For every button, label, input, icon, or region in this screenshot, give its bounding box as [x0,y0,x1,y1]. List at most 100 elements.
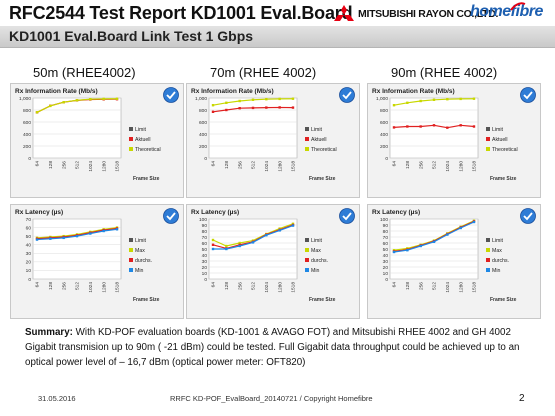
y-tick-label: 50 [383,247,389,253]
data-point [406,249,409,252]
y-tick-label: 0 [28,277,31,283]
chart-svg: Rx Information Rate (Mb/s) 0 200 400 600 800 1… [191,87,355,182]
legend-label: Aktuell [311,137,327,143]
legend-label: Max [135,248,145,254]
data-point [392,250,396,254]
y-tick-label: 70 [383,235,389,241]
y-tick-label: 200 [380,144,388,150]
data-point [265,106,268,109]
summary-text: With KD-POF evaluation boards (KD-1001 &… [25,327,520,368]
data-point [472,220,476,224]
footer-copyright: RRFC KD-POF_EvalBoard_20140721 / Copyrig… [170,394,373,403]
data-point [211,110,215,113]
y-tick-label: 0 [204,277,207,283]
legend-label: Min [492,268,500,274]
data-point [225,101,228,104]
data-point [419,244,422,248]
y-tick-label: 60 [383,241,389,247]
data-point [225,108,228,112]
data-point [238,244,241,248]
x-tick-label: 512 [432,282,438,290]
data-point [392,104,396,107]
legend-label: Aktuell [492,137,508,143]
page-number: 2 [519,393,525,404]
legend-label: Limit [492,127,504,133]
chart-title: Rx Latency (µs) [372,209,420,216]
x-tick-label: 1024 [445,282,451,293]
legend-swatch [305,238,309,242]
homefibre-swoosh-icon [510,2,526,11]
data-point [472,97,476,100]
y-tick-label: 20 [383,265,389,271]
chart-title: Rx Latency (µs) [15,209,63,216]
status-check [342,212,352,221]
data-point [238,107,241,110]
plot-area [32,218,122,280]
legend-label: Limit [492,238,504,244]
legend-swatch [305,127,309,131]
y-tick-label: 70 [202,235,208,241]
x-axis-label: Frame Size [133,176,160,182]
data-point [62,101,65,104]
status-check [166,91,176,100]
legend-label: Min [311,268,319,274]
data-point [211,247,215,251]
x-tick-label: 256 [61,161,67,169]
chart-title: Rx Information Rate (Mb/s) [372,88,455,95]
status-circle [339,208,355,224]
plot-area [32,97,122,159]
legend-swatch [486,238,490,242]
x-tick-label: 1518 [115,282,121,293]
column-label-70m: 70m (RHEE 4002) [210,65,317,80]
legend-swatch [486,127,490,131]
data-point [251,98,255,101]
y-tick-label: 10 [202,271,208,277]
status-ok-icon [339,208,355,224]
legend-label: Limit [311,238,323,244]
data-point [35,111,39,114]
legend-swatch [129,248,133,252]
legend-label: durchs. [492,258,509,264]
data-point [49,237,52,240]
data-point [278,227,281,230]
legend-label: Max [492,248,502,254]
legend-swatch [486,248,490,252]
x-tick-label: 1518 [115,161,121,172]
y-tick-label: 90 [202,223,208,229]
status-ok-icon [520,208,536,224]
data-point [238,241,241,245]
data-point [392,249,396,252]
status-circle [163,208,179,224]
data-point [278,106,281,109]
legend-swatch [129,238,133,242]
x-tick-label: 512 [432,161,438,169]
y-tick-label: 600 [380,120,388,126]
x-tick-label: 256 [418,282,424,290]
y-tick-label: 30 [26,251,32,257]
y-tick-label: 0 [385,156,388,162]
footer-date: 31.05.2016 [38,394,76,403]
legend-label: Theoretical [135,147,161,153]
legend-swatch [305,268,309,272]
y-tick-label: 30 [202,259,208,265]
y-tick-label: 10 [26,268,32,274]
data-point [291,106,295,109]
header-bar: RFC2544 Test Report KD1001 Eval.Board MI… [0,0,555,26]
data-point [35,238,39,241]
mitsubishi-logo: MITSUBISHI RAYON CO.,LTD. [334,5,498,23]
data-point [419,125,422,128]
y-tick-label: 100 [199,217,207,223]
page-subtitle: KD1001 Eval.Board Link Test 1 Gbps [9,28,254,44]
y-tick-label: 80 [383,229,389,235]
legend-swatch [486,147,490,151]
homefibre-logo: homefibre [470,3,543,20]
x-tick-label: 1024 [88,161,94,172]
x-tick-label: 128 [224,282,230,290]
y-tick-label: 20 [202,265,208,271]
data-point [459,97,462,101]
status-circle [520,87,536,103]
chart-svg: Rx Latency (µs) 0 10 20 30 40 50 60 70 64 128 256 51… [15,208,179,303]
data-point [432,124,436,127]
x-tick-label: 1280 [101,282,107,293]
x-tick-label: 1024 [445,161,451,172]
